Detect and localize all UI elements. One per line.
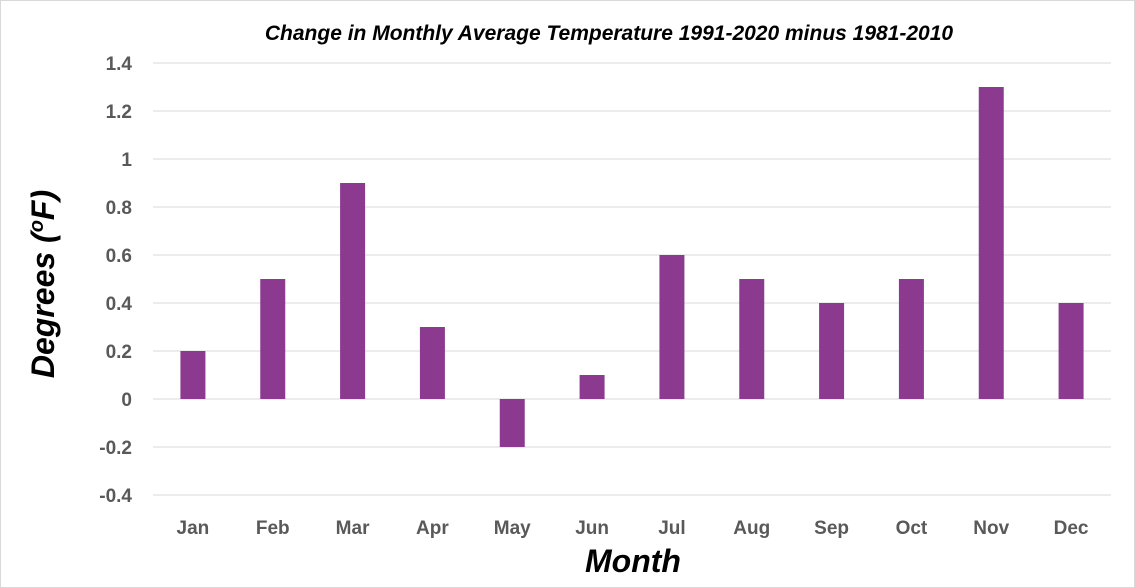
bar-nov bbox=[978, 87, 1004, 399]
x-tick-label: Apr bbox=[416, 518, 449, 539]
y-axis-title-unit: F) bbox=[25, 190, 61, 220]
y-tick-label: -0.4 bbox=[99, 486, 132, 507]
bar-aug bbox=[739, 279, 765, 399]
x-axis-ticks: Jan Feb Mar Apr May Jun Jul Aug Sep Oct Nov Dec bbox=[177, 518, 1089, 539]
x-tick-label: Aug bbox=[733, 518, 770, 539]
bar-feb bbox=[260, 279, 286, 399]
y-tick-label: 1.4 bbox=[106, 54, 133, 75]
x-tick-label: Nov bbox=[973, 518, 1009, 539]
y-axis-title: Degrees (oF) bbox=[25, 190, 61, 378]
y-tick-label: 0.8 bbox=[106, 198, 132, 219]
x-tick-label: Oct bbox=[896, 518, 928, 539]
bar-dec bbox=[1058, 303, 1084, 399]
x-tick-label: Dec bbox=[1054, 518, 1089, 539]
x-tick-label: Jul bbox=[658, 518, 685, 539]
y-tick-label: 1 bbox=[121, 150, 132, 171]
bar-may bbox=[499, 399, 525, 447]
chart-title: Change in Monthly Average Temperature 19… bbox=[265, 22, 954, 45]
x-tick-label: Sep bbox=[814, 518, 849, 539]
x-tick-label: Jan bbox=[177, 518, 210, 539]
gridlines bbox=[153, 62, 1111, 496]
y-axis-title-superscript: o bbox=[26, 220, 48, 232]
bar-jan bbox=[180, 351, 206, 399]
y-tick-label: 0 bbox=[121, 390, 132, 411]
y-tick-label: 1.2 bbox=[106, 102, 132, 123]
bar-sep bbox=[819, 303, 845, 399]
x-tick-label: Feb bbox=[256, 518, 290, 539]
x-tick-label: May bbox=[494, 518, 531, 539]
x-tick-label: Jun bbox=[575, 518, 609, 539]
x-tick-label: Mar bbox=[336, 518, 370, 539]
bar-apr bbox=[419, 327, 445, 399]
bars bbox=[180, 87, 1084, 447]
y-tick-label: 0.4 bbox=[106, 294, 133, 315]
x-axis-title: Month bbox=[585, 543, 681, 579]
y-axis-ticks: -0.4 -0.2 0 0.2 0.4 0.6 0.8 1 1.2 1.4 bbox=[99, 54, 132, 507]
bar-jul bbox=[659, 255, 685, 399]
bar-jun bbox=[579, 375, 605, 399]
bar-mar bbox=[340, 183, 366, 399]
y-tick-label: -0.2 bbox=[99, 438, 132, 459]
bar-oct bbox=[898, 279, 924, 399]
y-tick-label: 0.2 bbox=[106, 342, 132, 363]
y-tick-label: 0.6 bbox=[106, 246, 132, 267]
y-axis-title-main: Degrees ( bbox=[25, 229, 61, 378]
